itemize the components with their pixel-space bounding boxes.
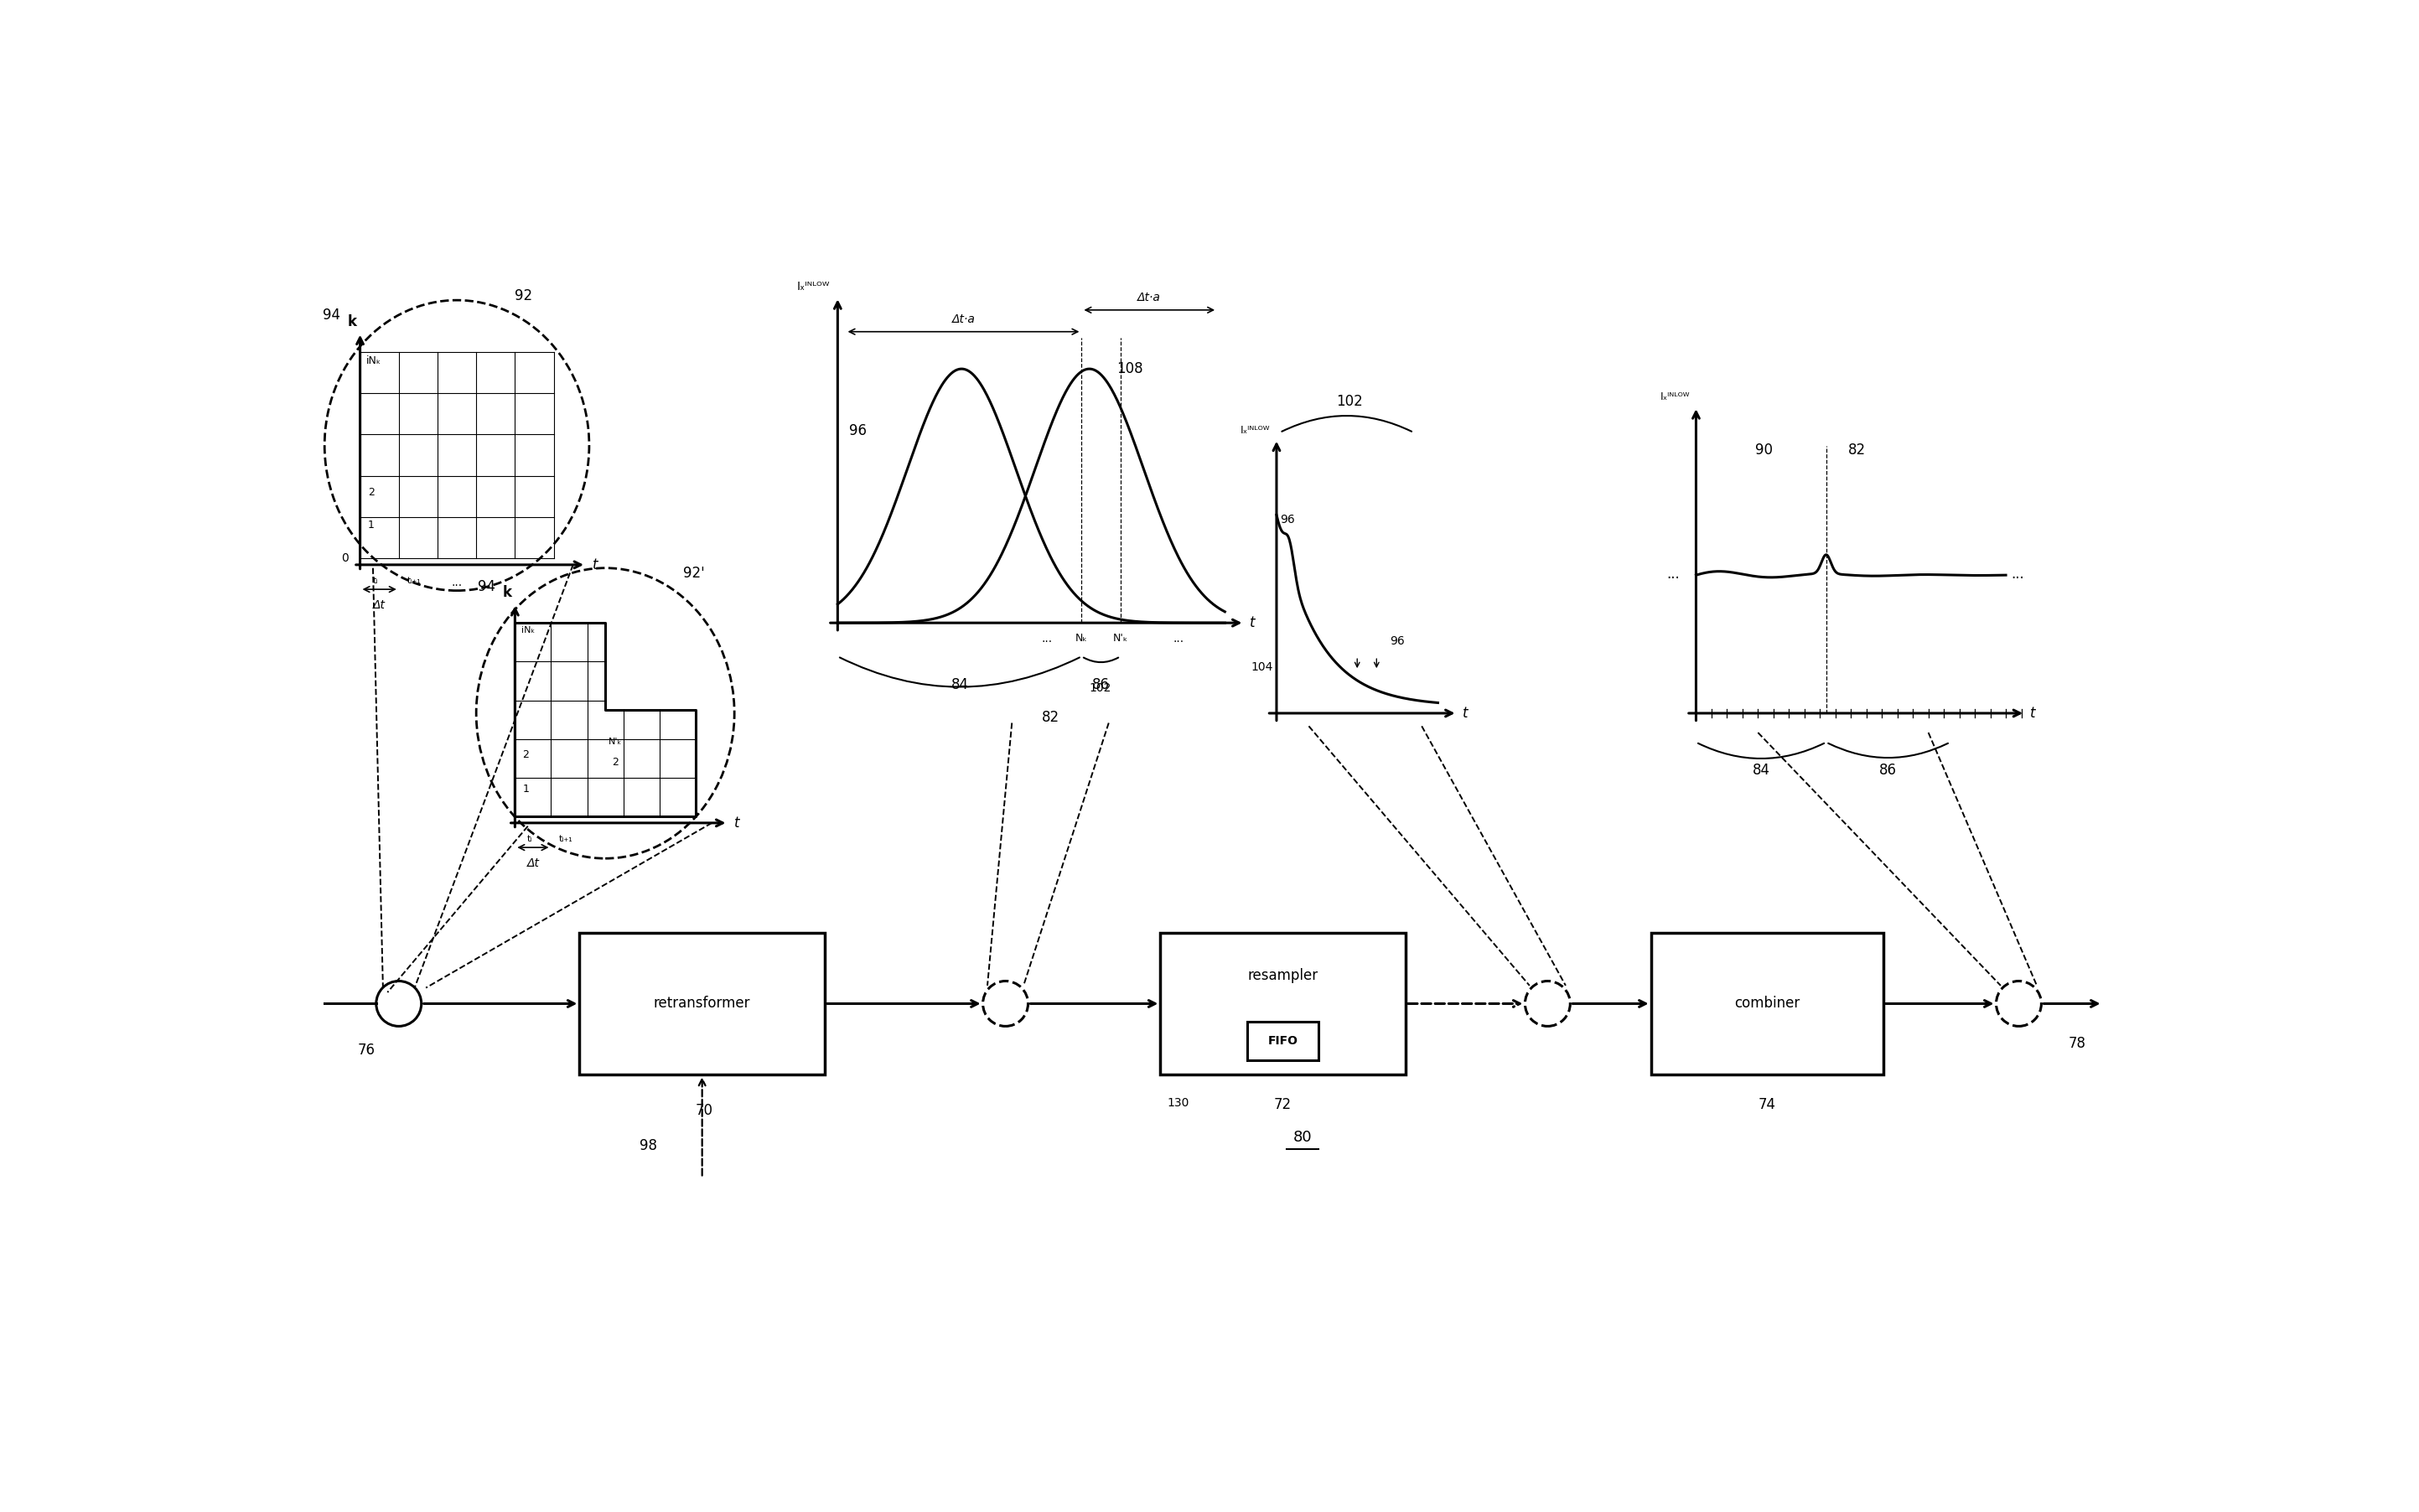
Text: 82: 82 (1043, 711, 1060, 726)
Text: 78: 78 (2068, 1036, 2085, 1051)
Text: 72: 72 (1275, 1098, 1292, 1113)
Text: 70: 70 (697, 1102, 714, 1117)
Text: Δt·a: Δt·a (1137, 292, 1161, 304)
Text: Iₓᴵᴺᴸᴼᵂ: Iₓᴵᴺᴸᴼᵂ (796, 281, 830, 292)
Text: 96: 96 (849, 423, 866, 438)
Text: 102: 102 (1089, 682, 1110, 694)
Text: k: k (503, 585, 513, 600)
Text: 84: 84 (951, 677, 968, 692)
Text: 92': 92' (682, 565, 704, 581)
Text: 96: 96 (1280, 514, 1294, 526)
Text: 2: 2 (523, 748, 530, 761)
Text: 94: 94 (479, 579, 496, 594)
Text: Iₓᴵᴺᴸᴼᵂ: Iₓᴵᴺᴸᴼᵂ (1659, 392, 1688, 402)
Text: FIFO: FIFO (1268, 1036, 1299, 1046)
Text: 90: 90 (1756, 443, 1773, 458)
Text: 2: 2 (368, 487, 375, 497)
Text: 108: 108 (1118, 361, 1142, 376)
Text: 98: 98 (639, 1139, 658, 1154)
Text: 102: 102 (1335, 393, 1362, 408)
Text: 2: 2 (612, 758, 619, 768)
Text: t: t (593, 558, 597, 573)
Text: t: t (2030, 706, 2037, 721)
Text: 82: 82 (1848, 443, 1865, 458)
Text: iNₖ: iNₖ (368, 355, 382, 366)
Text: Nₖ: Nₖ (1076, 632, 1089, 644)
Text: 96: 96 (1389, 635, 1405, 647)
Text: 0: 0 (341, 552, 348, 564)
Text: tᵢ₊₁: tᵢ₊₁ (406, 576, 421, 585)
Text: 74: 74 (1759, 1098, 1776, 1113)
Text: tᵢ: tᵢ (373, 576, 377, 585)
Text: 1: 1 (368, 520, 375, 531)
Text: 76: 76 (358, 1042, 375, 1057)
Text: 94: 94 (324, 307, 341, 322)
Text: resampler: resampler (1248, 968, 1318, 983)
Text: 1: 1 (523, 783, 530, 795)
Text: Iₓᴵᴺᴸᴼᵂ: Iₓᴵᴺᴸᴼᵂ (1241, 425, 1270, 435)
Text: 130: 130 (1166, 1098, 1188, 1108)
Text: 84: 84 (1751, 764, 1771, 779)
Text: ...: ... (2010, 567, 2025, 582)
Text: Δt: Δt (373, 599, 385, 611)
Text: 86: 86 (1091, 677, 1110, 692)
Text: ...: ... (452, 576, 462, 588)
Bar (581, 933, 825, 1075)
Bar (1650, 933, 1884, 1075)
Text: t: t (1251, 615, 1255, 631)
Text: 86: 86 (1880, 764, 1896, 779)
Text: k: k (348, 314, 358, 330)
Text: t: t (1463, 706, 1468, 721)
Text: N'ₖ: N'ₖ (610, 738, 622, 745)
Text: 104: 104 (1251, 661, 1272, 673)
Text: Δt·a: Δt·a (951, 313, 975, 325)
Text: t: t (735, 815, 740, 830)
Text: retransformer: retransformer (653, 996, 750, 1012)
Text: N'ₖ: N'ₖ (1113, 632, 1127, 644)
Text: tᵢ: tᵢ (527, 835, 532, 842)
Text: Δt: Δt (527, 857, 539, 869)
Bar (1161, 933, 1405, 1075)
Text: combiner: combiner (1734, 996, 1800, 1012)
Text: 80: 80 (1292, 1129, 1311, 1145)
Text: 92: 92 (515, 289, 532, 304)
Text: tᵢ₊₁: tᵢ₊₁ (559, 835, 573, 842)
Text: ...: ... (1040, 632, 1052, 644)
Text: iNₖ: iNₖ (523, 626, 535, 635)
Text: ...: ... (1667, 567, 1681, 582)
Text: ...: ... (1173, 632, 1183, 644)
Bar (1248, 1022, 1318, 1060)
